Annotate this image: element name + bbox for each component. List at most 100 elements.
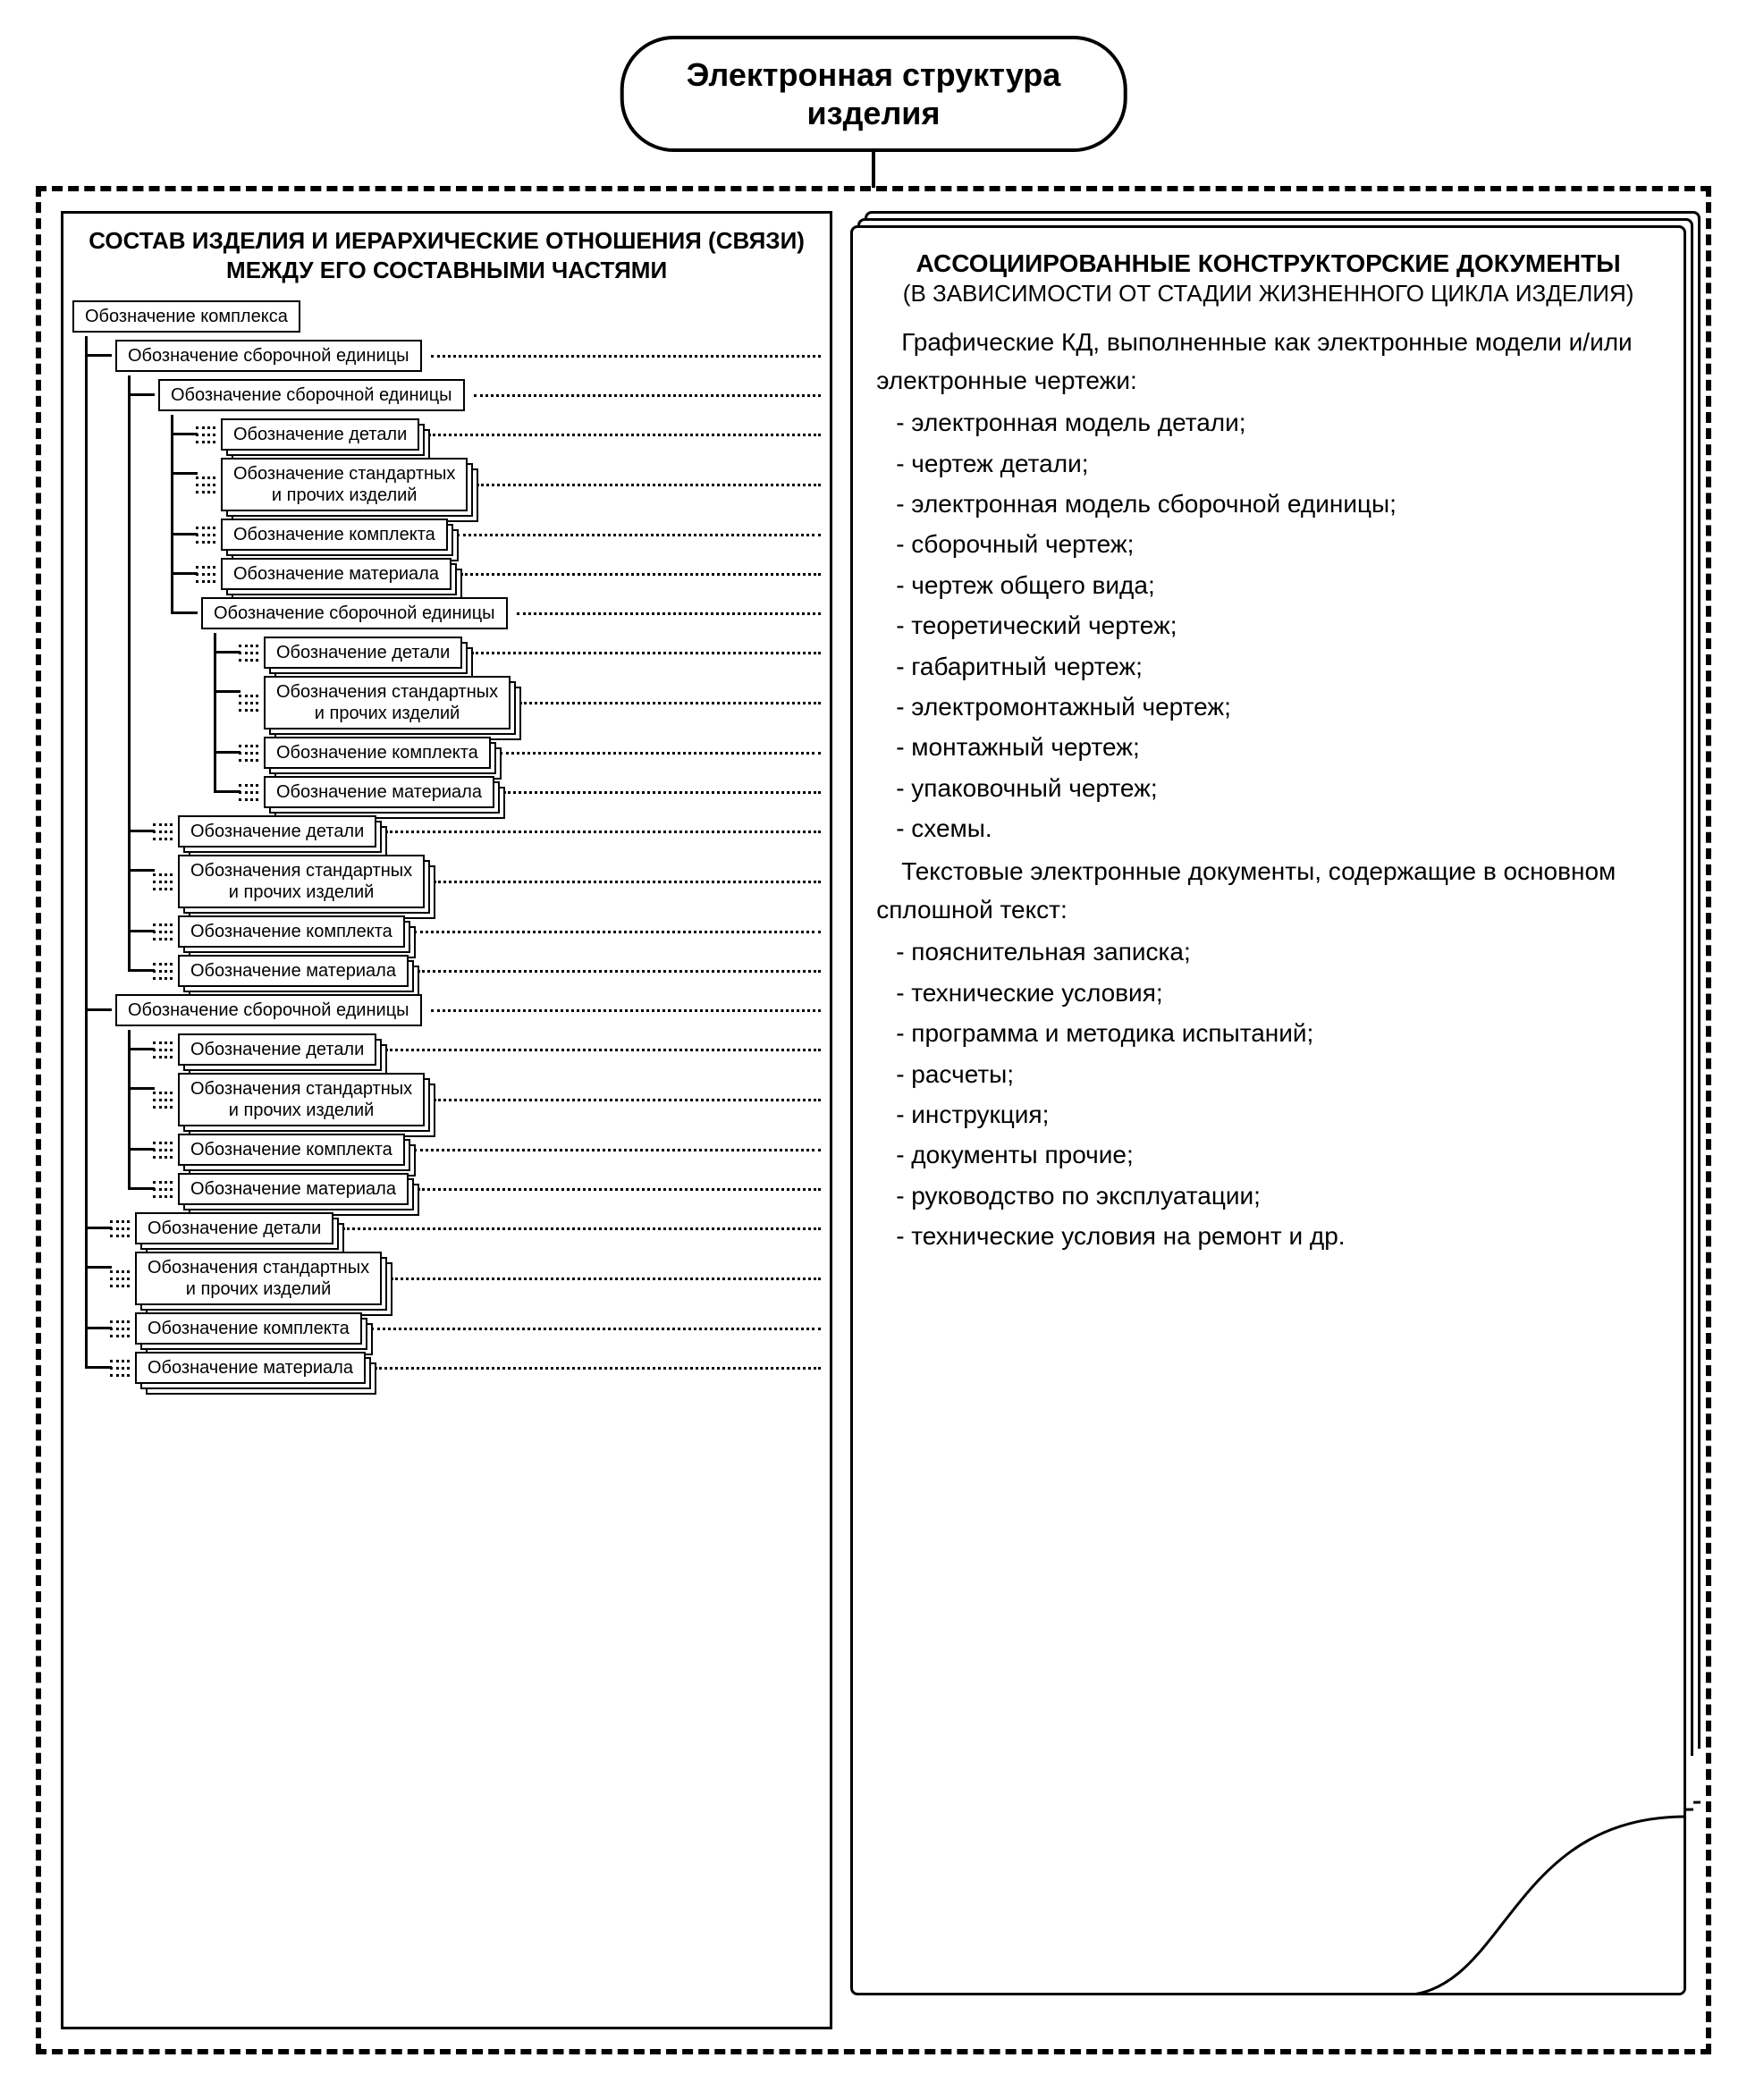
multi-connector-dots (239, 645, 258, 662)
tree-node-label: Обозначение материала (264, 776, 494, 808)
tree-node: Обозначение стандартныхи прочих изделий (158, 454, 821, 515)
dotted-link (457, 534, 821, 536)
dotted-link (434, 881, 821, 883)
dotted-link (414, 931, 821, 933)
tree-node-box: Обозначение материала (264, 776, 494, 808)
list-item: - электромонтажный чертеж; (896, 687, 1660, 726)
dotted-link (428, 434, 821, 436)
diagram-title-text: Электронная структураизделия (687, 56, 1061, 131)
dotted-link (477, 484, 821, 486)
tree-node: Обозначение детали (115, 812, 821, 851)
tree-node-box: Обозначение детали (264, 637, 462, 669)
tree-node-row: Обозначение комплекта (201, 515, 821, 554)
dotted-link (517, 612, 822, 615)
tree-node-box: Обозначение материала (135, 1352, 366, 1384)
list-item: - технические условия; (896, 974, 1660, 1012)
columns-wrapper: СОСТАВ ИЗДЕЛИЯ И ИЕРАРХИЧЕСКИЕ ОТНОШЕНИЯ… (61, 211, 1686, 2029)
section1-list: - электронная модель детали;- чертеж дет… (876, 403, 1660, 848)
tree-root-ul: Обозначение комплекса Обозначение сборочн… (72, 297, 821, 1387)
list-item: - расчеты; (896, 1055, 1660, 1093)
list-item: - руководство по эксплуатации; (896, 1177, 1660, 1215)
tree-node-box: Обозначения стандартныхи прочих изделий (178, 1073, 425, 1126)
tree-children: Обозначение деталиОбозначения стандартны… (201, 633, 821, 812)
list-item: - пояснительная записка; (896, 932, 1660, 971)
tree-node: Обозначение детали (115, 1030, 821, 1069)
tree-node-row: Обозначение материала (158, 1169, 821, 1209)
multi-connector-dots (239, 695, 258, 712)
dotted-link (503, 791, 821, 794)
dotted-link (414, 1149, 821, 1151)
multi-connector-dots (153, 1181, 173, 1198)
section1-intro: Графические КД, выполненные как электрон… (876, 323, 1660, 401)
tree-node: Обозначение комплекта (115, 1130, 821, 1169)
diagram-root: Электронная структураизделия СОСТАВ ИЗДЕ… (36, 36, 1711, 2064)
list-item: - сборочный чертеж; (896, 525, 1660, 563)
list-item: - упаковочный чертеж; (896, 769, 1660, 807)
tree-node-box: Обозначение комплекта (135, 1312, 362, 1345)
dotted-link (431, 355, 822, 358)
list-item: - чертеж детали; (896, 444, 1660, 483)
dotted-link (418, 1188, 821, 1191)
multi-connector-dots (110, 1360, 130, 1377)
tree-node-box: Обозначение комплекта (178, 1134, 405, 1166)
tree-node-label: Обозначение детали (264, 637, 462, 669)
right-body: Графические КД, выполненные как электрон… (876, 323, 1660, 1256)
list-item: - монтажный чертеж; (896, 728, 1660, 766)
left-panel: СОСТАВ ИЗДЕЛИЯ И ИЕРАРХИЧЕСКИЕ ОТНОШЕНИЯ… (61, 211, 832, 2029)
tree-node: Обозначение сборочной единицыОбозначение… (115, 375, 821, 812)
tree-node: Обозначение сборочной единицыОбозначение… (158, 594, 821, 812)
tree-node: Обозначение комплекта (201, 733, 821, 772)
multi-connector-dots (153, 963, 173, 980)
diagram-title: Электронная структураизделия (620, 36, 1127, 152)
tree-node-row: Обозначения стандартныхи прочих изделий (158, 851, 821, 912)
tree-node-label: Обозначение детали (178, 1033, 376, 1066)
tree-node-row: Обозначения стандартныхи прочих изделий (115, 1248, 821, 1309)
tree-node-box: Обозначение сборочной единицы (115, 340, 422, 372)
right-header: АССОЦИИРОВАННЫЕ КОНСТРУКТОРСКИЕ ДОКУМЕНТ… (876, 248, 1660, 279)
list-item: - программа и методика испытаний; (896, 1014, 1660, 1052)
tree-node: Обозначение детали (201, 633, 821, 672)
multi-connector-dots (196, 566, 215, 583)
tree-node-row: Обозначение стандартныхи прочих изделий (201, 454, 821, 515)
tree-node-label: Обозначение детали (221, 418, 419, 451)
tree-node-box: Обозначение стандартныхи прочих изделий (221, 458, 468, 511)
dotted-link (385, 831, 821, 833)
tree-node: Обозначение материала (115, 951, 821, 991)
tree-node-box: Обозначение материала (221, 558, 452, 590)
list-item: - габаритный чертеж; (896, 647, 1660, 686)
multi-connector-dots (153, 823, 173, 840)
multi-connector-dots (196, 527, 215, 544)
dotted-link (474, 394, 822, 397)
tree-node-box: Обозначение комплекта (221, 519, 448, 551)
tree-node-label: Обозначение комплекта (135, 1312, 362, 1345)
tree-node-label: Обозначение сборочной единицы (158, 379, 465, 411)
left-panel-header: СОСТАВ ИЗДЕЛИЯ И ИЕРАРХИЧЕСКИЕ ОТНОШЕНИЯ… (72, 226, 821, 284)
tree-node-row: Обозначения стандартныхи прочих изделий (158, 1069, 821, 1130)
tree-node-label: Обозначение детали (135, 1212, 333, 1244)
dotted-link (342, 1227, 821, 1230)
list-item: - теоретический чертеж; (896, 606, 1660, 645)
tree-node-row: Обозначение комплекта (115, 1309, 821, 1348)
list-item: - схемы. (896, 809, 1660, 848)
tree-node-row: Обозначение детали (244, 633, 821, 672)
tree-node-box: Обозначение комплекта (178, 915, 405, 948)
dotted-link (371, 1328, 821, 1330)
dotted-link (471, 652, 821, 654)
multi-connector-dots (153, 1142, 173, 1159)
multi-connector-dots (110, 1220, 130, 1237)
dotted-link (500, 752, 821, 755)
tree-node-row: Обозначение сборочной единицы (201, 594, 821, 633)
dotted-link (431, 1009, 822, 1012)
tree-node: Обозначение комплекса Обозначение сборочн… (72, 297, 821, 1387)
tree-node-label: Обозначение комплекса (72, 300, 300, 333)
tree-node-box: Обозначение детали (178, 815, 376, 848)
tree-node: Обозначение детали (158, 415, 821, 454)
tree-node: Обозначение материала (72, 1348, 821, 1387)
tree-node-label: Обозначение материала (178, 1173, 409, 1205)
section2-intro: Текстовые электронные документы, содержа… (876, 852, 1660, 930)
tree-node-label: Обозначения стандартныхи прочих изделий (178, 1073, 425, 1126)
dotted-link (375, 1367, 821, 1370)
tree-node: Обозначение сборочной единицыОбозначение… (72, 336, 821, 991)
tree-node: Обозначения стандартныхи прочих изделий (115, 1069, 821, 1130)
tree-node-row: Обозначение комплекса (72, 297, 821, 336)
